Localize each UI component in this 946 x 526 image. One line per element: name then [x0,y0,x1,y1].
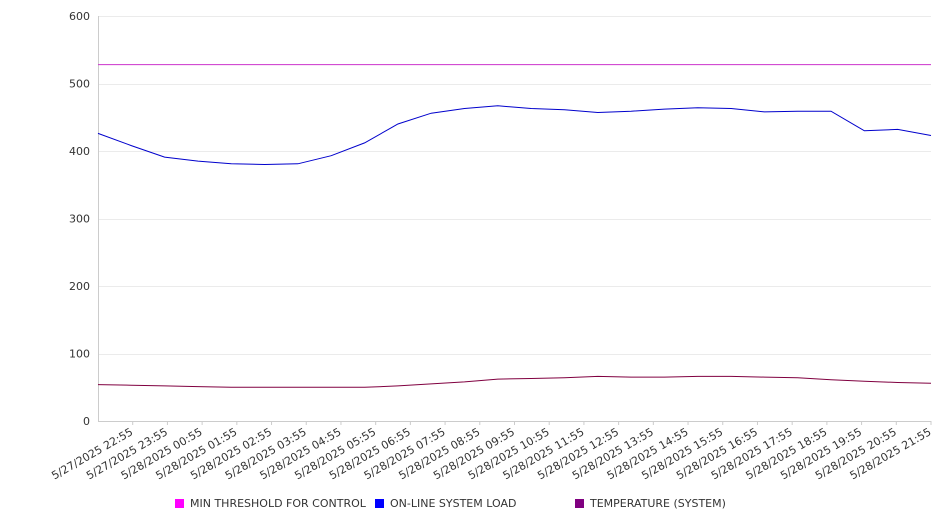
legend-label: ON-LINE SYSTEM LOAD [390,497,517,510]
legend-item[interactable]: TEMPERATURE (SYSTEM) [575,497,726,510]
y-tick-label: 0 [83,415,90,428]
y-tick-label: 600 [69,10,90,23]
legend-label: TEMPERATURE (SYSTEM) [590,497,726,510]
legend-swatch [175,499,184,508]
legend: MIN THRESHOLD FOR CONTROL ON-LINE SYSTEM… [0,497,946,515]
y-tick-label: 500 [69,78,90,91]
y-tick-label: 300 [69,213,90,226]
legend-item[interactable]: MIN THRESHOLD FOR CONTROL [175,497,366,510]
y-tick-label: 200 [69,280,90,293]
legend-swatch [375,499,384,508]
series-line-3 [97,375,932,388]
grid-lines [98,16,931,355]
y-axis-ticks: 0 100 200 300 400 500 600 [69,10,90,428]
legend-item[interactable]: ON-LINE SYSTEM LOAD [375,497,516,510]
legend-swatch [575,499,584,508]
series-lines [97,64,932,388]
series-line-2 [97,105,932,166]
y-tick-label: 400 [69,145,90,158]
y-tick-label: 100 [69,348,90,361]
x-axis-ticks: 5/27/2025 22:555/27/2025 23:555/28/2025 … [49,421,934,482]
legend-label: MIN THRESHOLD FOR CONTROL [190,497,366,510]
